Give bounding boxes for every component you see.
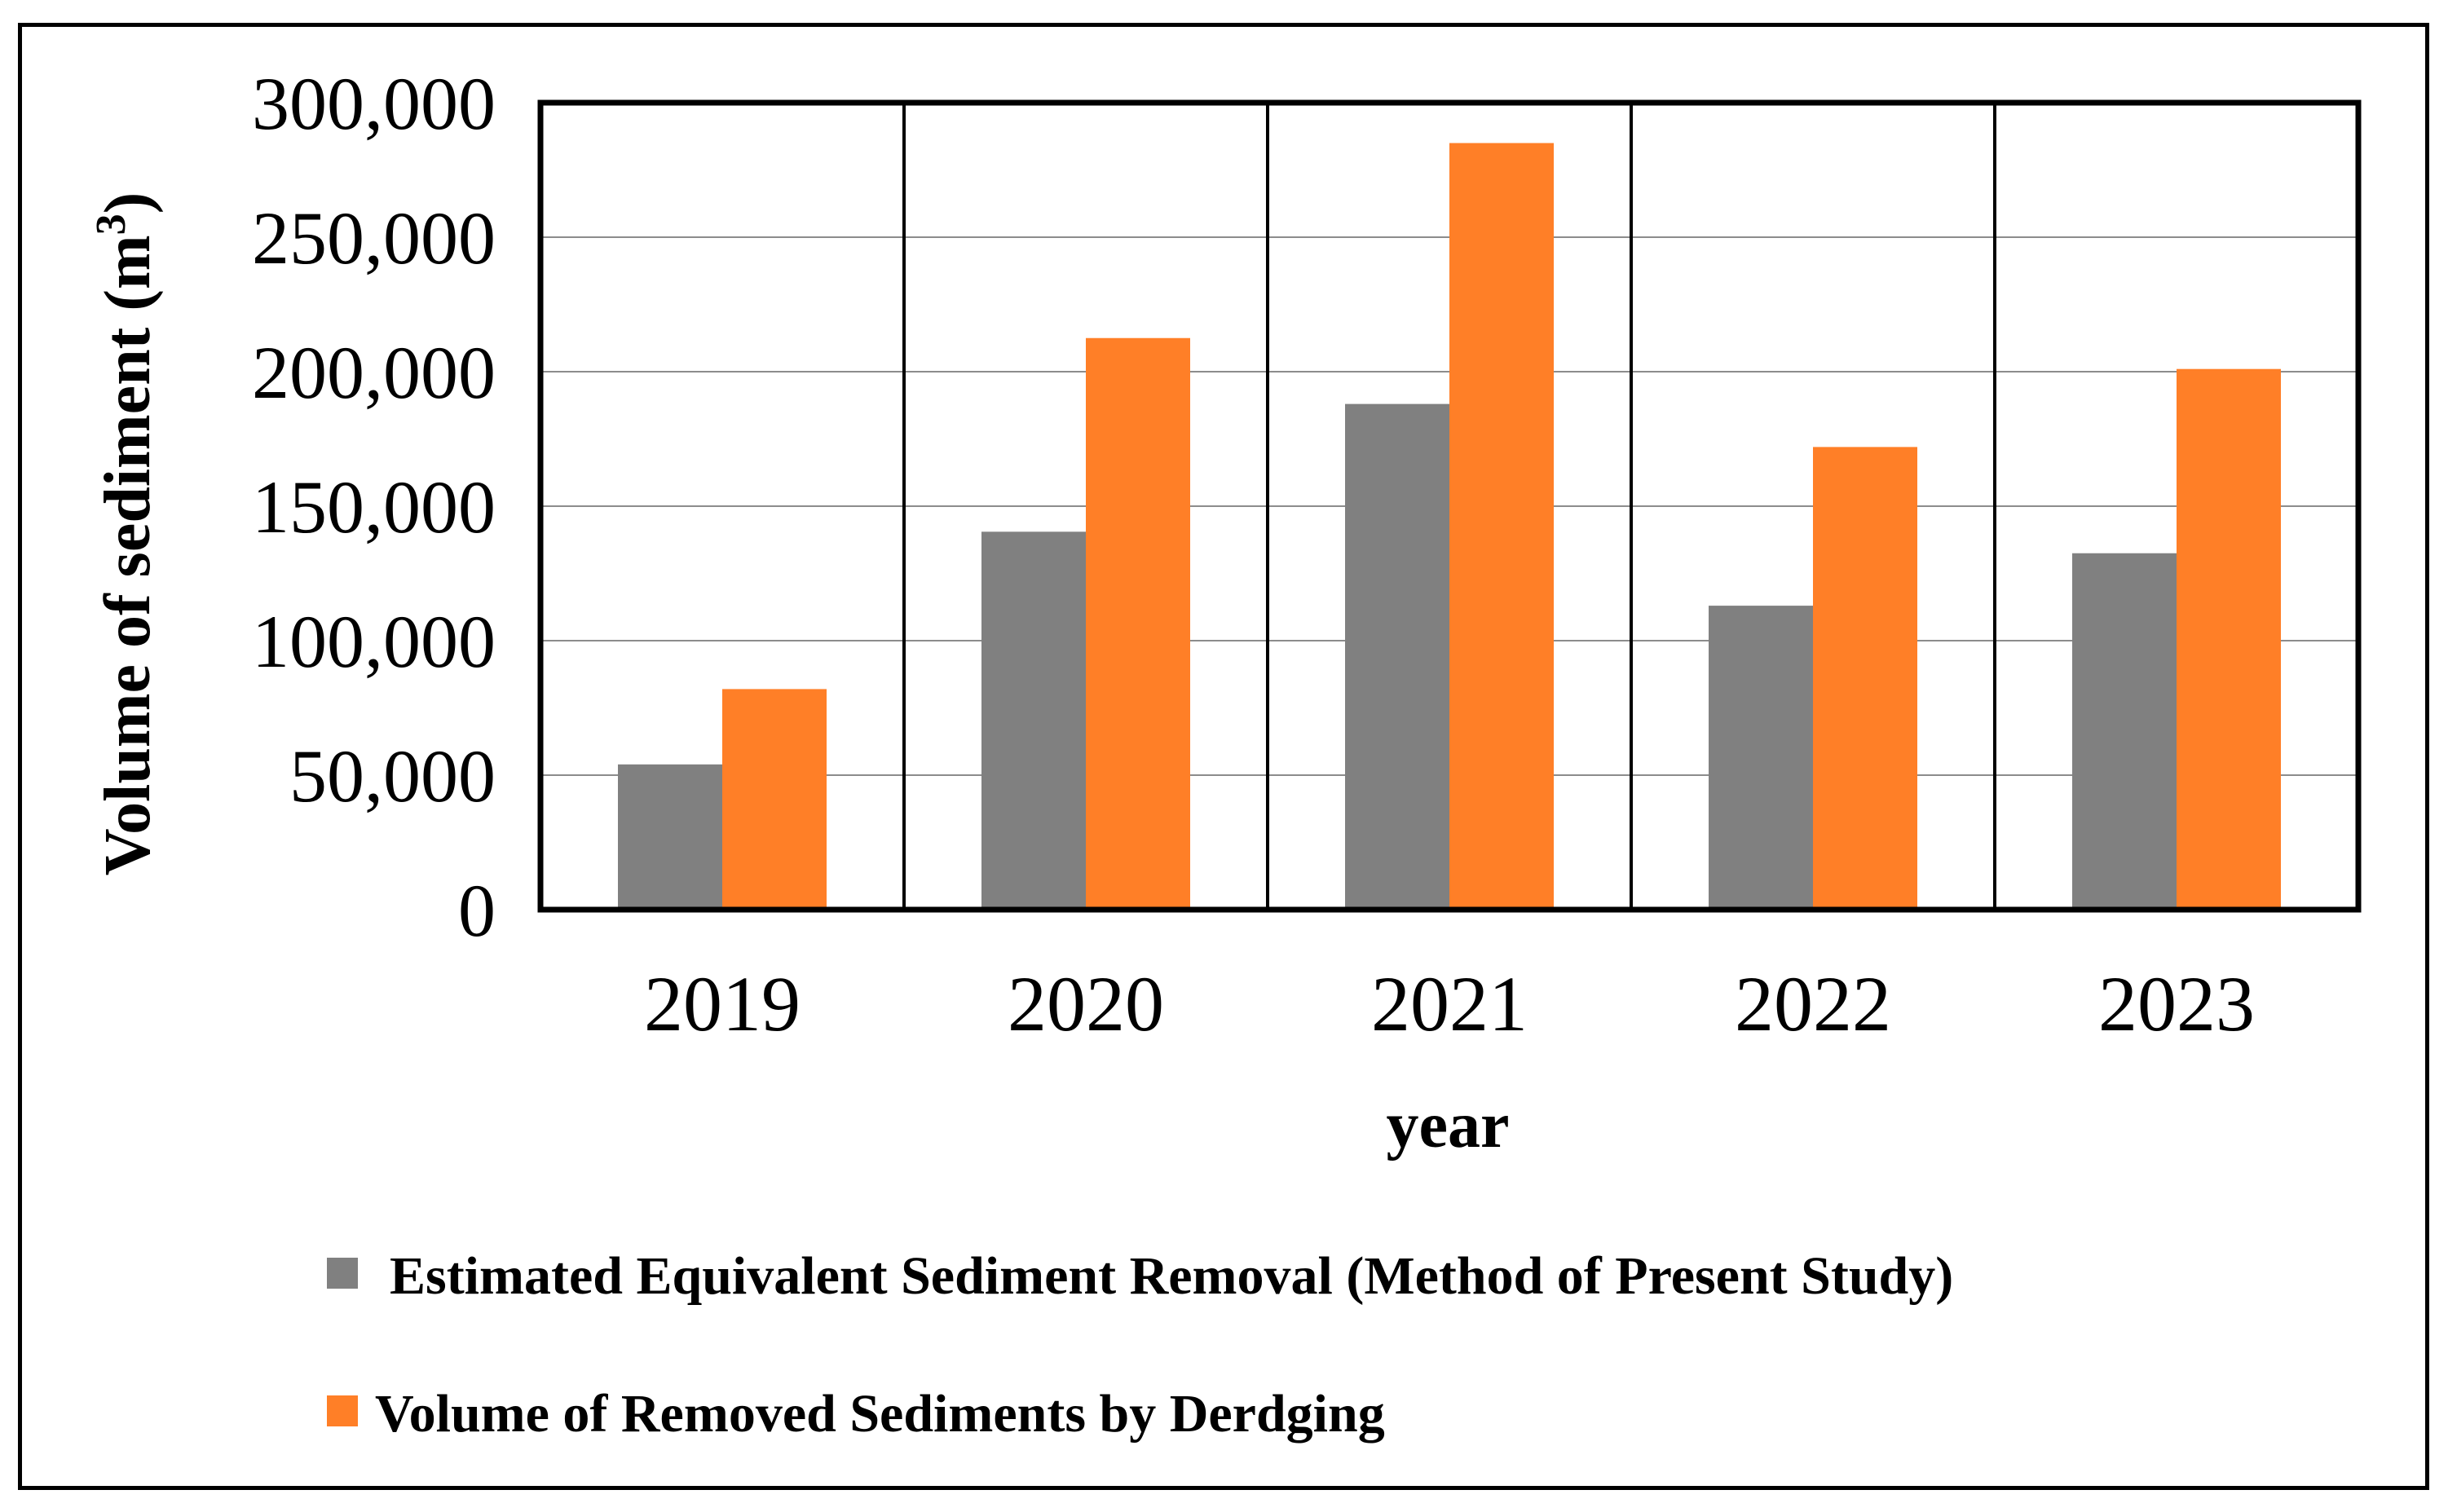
y-tick-labels: 0 50,000 100,000 150,000 200,000 250,000 300,0… — [252, 62, 496, 952]
bar-series-2-2021 — [1449, 143, 1554, 910]
legend: Estimated Equivalent Sediment Removal (M… — [327, 1246, 1953, 1444]
x-tick-label: 2019 — [644, 960, 801, 1047]
y-tick-label: 100,000 — [252, 600, 496, 683]
bar-series-2-2020 — [1086, 337, 1190, 910]
bar-series-1-2021 — [1345, 403, 1449, 910]
bar-series-1-2019 — [618, 764, 722, 910]
figure-frame — [18, 23, 2429, 1490]
x-tick-label: 2023 — [2098, 960, 2255, 1047]
legend-label-2: Volume of Removed Sediments by Derdging — [375, 1384, 1385, 1444]
legend-swatch-1 — [327, 1258, 358, 1289]
y-tick-label: 50,000 — [289, 734, 496, 818]
y-tick-label: 300,000 — [252, 62, 496, 145]
bar-series-2-2022 — [1813, 447, 1917, 910]
plot-border — [537, 99, 2362, 913]
legend-label-1: Estimated Equivalent Sediment Removal (M… — [390, 1246, 1953, 1306]
bar-series-2-2019 — [722, 689, 827, 910]
bar-series-1-2022 — [1709, 606, 1813, 910]
x-tick-labels: 2019 2020 2021 2022 2023 — [644, 960, 2255, 1047]
axes — [537, 99, 2362, 913]
y-tick-label: 0 — [458, 869, 496, 952]
x-tick-label: 2021 — [1371, 960, 1528, 1047]
x-tick-label: 2022 — [1735, 960, 1891, 1047]
bar-series-2-2023 — [2177, 368, 2281, 910]
bars — [618, 143, 2281, 910]
y-tick-label: 250,000 — [252, 196, 496, 280]
x-tick-label: 2020 — [1008, 960, 1164, 1047]
bar-series-1-2020 — [981, 531, 1086, 910]
y-tick-label: 150,000 — [252, 465, 496, 549]
y-tick-label: 200,000 — [252, 331, 496, 414]
bar-series-1-2023 — [2072, 553, 2177, 910]
x-axis-title: year — [1386, 1090, 1509, 1162]
legend-swatch-2 — [327, 1395, 358, 1426]
y-axis-title: Volume of sediment (m3) — [88, 192, 164, 876]
